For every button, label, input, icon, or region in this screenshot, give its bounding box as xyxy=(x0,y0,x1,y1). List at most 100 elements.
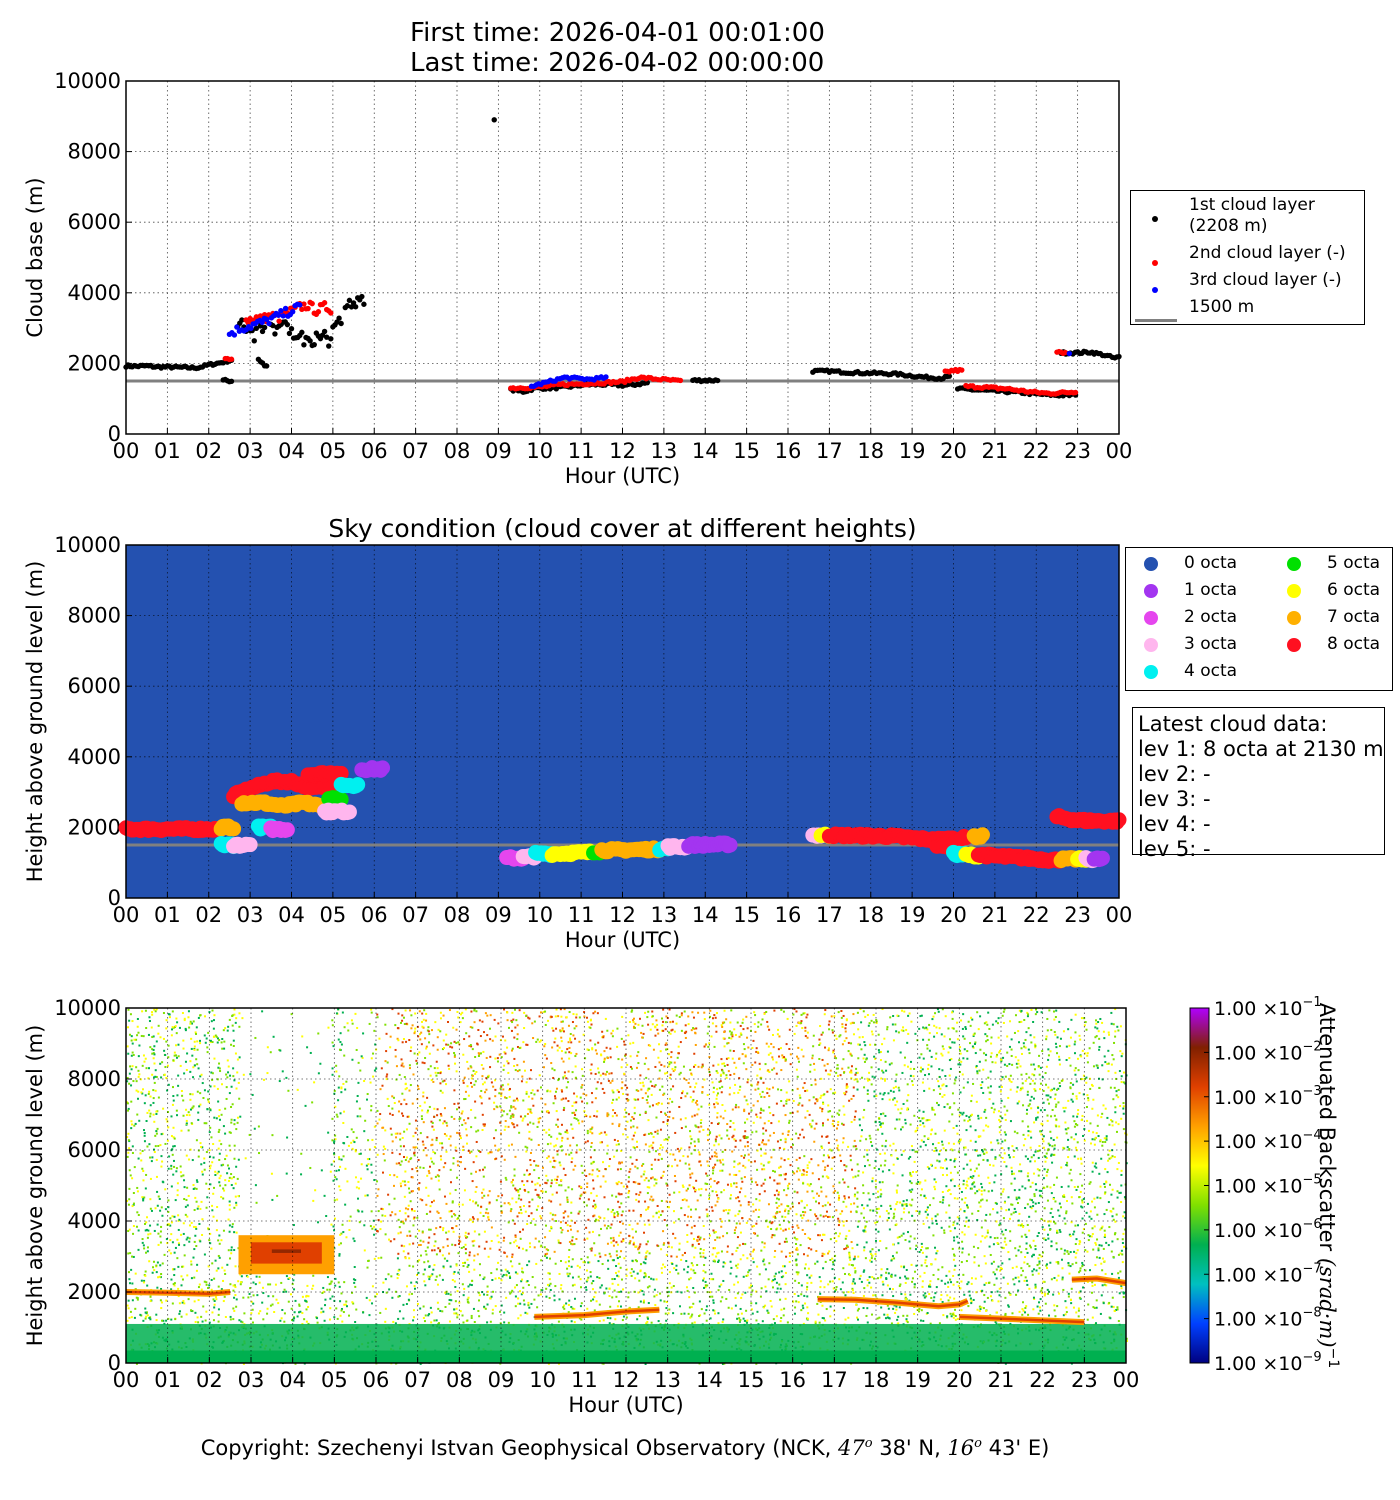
p3-speckle xyxy=(881,1069,884,1072)
p3-speckle xyxy=(628,1242,631,1245)
p3-speckle xyxy=(904,1281,907,1284)
p3-speckle xyxy=(742,1028,745,1031)
p3-speckle xyxy=(180,1129,183,1132)
p3-speckle xyxy=(596,1276,599,1279)
p3-speckle xyxy=(1101,1112,1104,1115)
p2-octa-point xyxy=(333,791,349,807)
p3-speckle xyxy=(853,1267,856,1270)
p3-speckle xyxy=(1049,1096,1052,1099)
p3-speckle xyxy=(216,1037,219,1040)
p3-speckle xyxy=(530,1302,533,1305)
p3-speckle xyxy=(585,1174,588,1177)
p3-speckle xyxy=(1040,1218,1043,1221)
p3-speckle xyxy=(1065,1200,1068,1203)
octa-legend-marker xyxy=(1144,665,1158,679)
p3-speckle xyxy=(941,1266,944,1269)
p3-speckle xyxy=(693,1140,696,1143)
p3-speckle xyxy=(985,1282,988,1285)
p3-speckle xyxy=(800,1293,803,1296)
p3-speckle xyxy=(798,1156,801,1159)
p3-speckle xyxy=(1053,1097,1056,1100)
p3-speckle xyxy=(528,1137,531,1140)
p3-speckle xyxy=(698,1151,701,1154)
p1-point-layer3 xyxy=(266,320,272,327)
p3-speckle xyxy=(824,1214,827,1217)
p3-speckle xyxy=(594,1072,597,1075)
p3-speckle xyxy=(599,1216,602,1219)
p3-speckle xyxy=(507,1026,510,1029)
p3-speckle xyxy=(1038,1262,1041,1265)
p3-speckle xyxy=(833,1055,836,1058)
octa-legend-marker xyxy=(1287,611,1301,625)
p3-speckle xyxy=(963,1037,966,1040)
p3-speckle xyxy=(702,1255,705,1258)
p3-speckle xyxy=(853,1118,856,1121)
p3-speckle xyxy=(395,1078,398,1081)
p3-speckle xyxy=(464,1122,467,1125)
p3-speckle xyxy=(796,1238,799,1241)
p3-speckle xyxy=(588,1173,591,1176)
p3-speckle xyxy=(449,1045,452,1048)
p3-speckle xyxy=(582,1261,585,1264)
p3-speckle xyxy=(976,1190,979,1193)
p1-xtick-label: 23 xyxy=(1064,439,1091,463)
p3-speckle xyxy=(630,1268,633,1271)
p3-speckle xyxy=(966,1081,969,1084)
p3-speckle xyxy=(126,1199,129,1202)
p3-speckle xyxy=(668,1308,671,1311)
p3-speckle xyxy=(368,1022,371,1025)
p3-speckle xyxy=(880,1193,883,1196)
p3-speckle xyxy=(1001,1147,1004,1150)
p1-point-layer1 xyxy=(239,317,245,323)
p3-speckle xyxy=(1007,1147,1010,1150)
p2-xtick-label: 00 xyxy=(1106,903,1133,927)
p3-speckle xyxy=(716,1236,719,1239)
p3-speckle xyxy=(797,1271,800,1274)
p3-speckle xyxy=(136,1017,139,1020)
p3-speckle xyxy=(1104,1141,1107,1144)
p1-point-layer1 xyxy=(336,315,342,321)
p3-speckle xyxy=(988,1098,991,1101)
p3-speckle xyxy=(866,1284,869,1287)
p3-speckle xyxy=(763,1263,766,1266)
p1-point-layer1 xyxy=(307,338,313,344)
p3-speckle xyxy=(1117,1253,1120,1256)
p3-speckle xyxy=(541,1319,544,1322)
p3-speckle xyxy=(478,1245,481,1248)
p3-speckle xyxy=(735,1066,738,1069)
p3-speckle xyxy=(553,1294,556,1297)
p2-xtick-label: 04 xyxy=(278,903,305,927)
p3-speckle xyxy=(683,1198,686,1201)
p3-speckle xyxy=(209,1109,212,1112)
p3-speckle xyxy=(436,1174,439,1177)
p3-speckle xyxy=(744,1166,747,1169)
p3-speckle xyxy=(865,1241,868,1244)
p3-speckle xyxy=(637,1098,640,1101)
p3-speckle xyxy=(755,1290,758,1293)
p3-speckle xyxy=(420,1043,423,1046)
p3-speckle xyxy=(230,1177,233,1180)
p3-speckle xyxy=(827,1049,830,1052)
p3-speckle xyxy=(922,1117,925,1120)
p3-speckle xyxy=(845,1037,848,1040)
p3-speckle xyxy=(803,1170,806,1173)
p3-speckle xyxy=(1022,1104,1025,1107)
p3-speckle xyxy=(905,1277,908,1280)
p3-speckle xyxy=(391,1296,394,1299)
p3-speckle xyxy=(979,1154,982,1157)
p3-speckle xyxy=(567,1265,570,1268)
p3-speckle xyxy=(560,1145,563,1148)
p3-speckle xyxy=(1033,1082,1036,1085)
p3-speckle xyxy=(495,1268,498,1271)
p3-speckle xyxy=(473,1083,476,1086)
p3-speckle xyxy=(877,1168,880,1171)
p3-speckle xyxy=(1073,1120,1076,1123)
p1-grid xyxy=(125,80,1120,435)
p3-speckle xyxy=(804,1035,807,1038)
p3-speckle xyxy=(342,1231,345,1234)
p3-speckle xyxy=(605,1287,608,1290)
p3-speckle xyxy=(1091,1227,1094,1230)
p2-octa-point xyxy=(242,837,258,853)
p3-speckle xyxy=(1058,1055,1061,1058)
p3-speckle xyxy=(806,1282,809,1285)
